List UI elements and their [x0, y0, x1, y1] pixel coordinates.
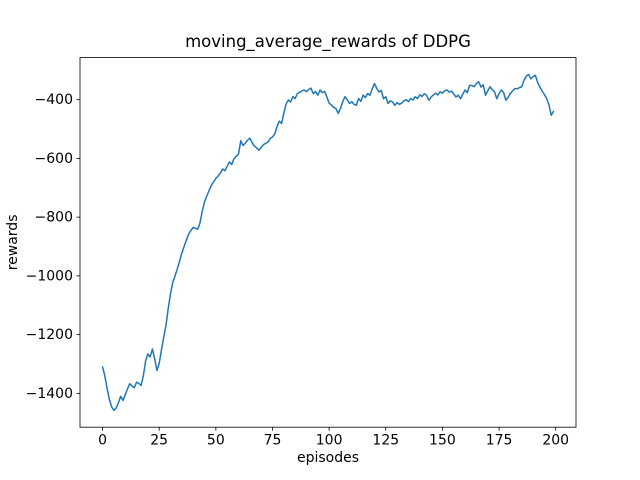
x-tick-label: 75 [264, 433, 282, 449]
x-tick-label: 50 [207, 433, 225, 449]
y-tick-label: −800 [35, 210, 73, 226]
x-tick-label: 150 [429, 433, 456, 449]
y-tick-label: −1200 [26, 327, 73, 343]
x-tick-label: 200 [542, 433, 569, 449]
plot-border [79, 57, 577, 428]
x-axis-label: episodes [297, 450, 359, 466]
x-tick-label: 125 [372, 433, 399, 449]
y-tick-label: −1400 [26, 386, 73, 402]
x-tick-label: 25 [150, 433, 168, 449]
x-tick-label: 100 [316, 433, 343, 449]
series-line [101, 73, 555, 412]
y-axis-label: rewards [5, 215, 21, 271]
chart-title: moving_average_rewards of DDPG [185, 32, 471, 52]
y-tick-label: −400 [35, 92, 73, 108]
x-tick-label: 175 [486, 433, 513, 449]
y-tick-label: −1000 [26, 268, 73, 284]
x-tick-label: 0 [98, 433, 107, 449]
y-tick-label: −600 [35, 151, 73, 167]
